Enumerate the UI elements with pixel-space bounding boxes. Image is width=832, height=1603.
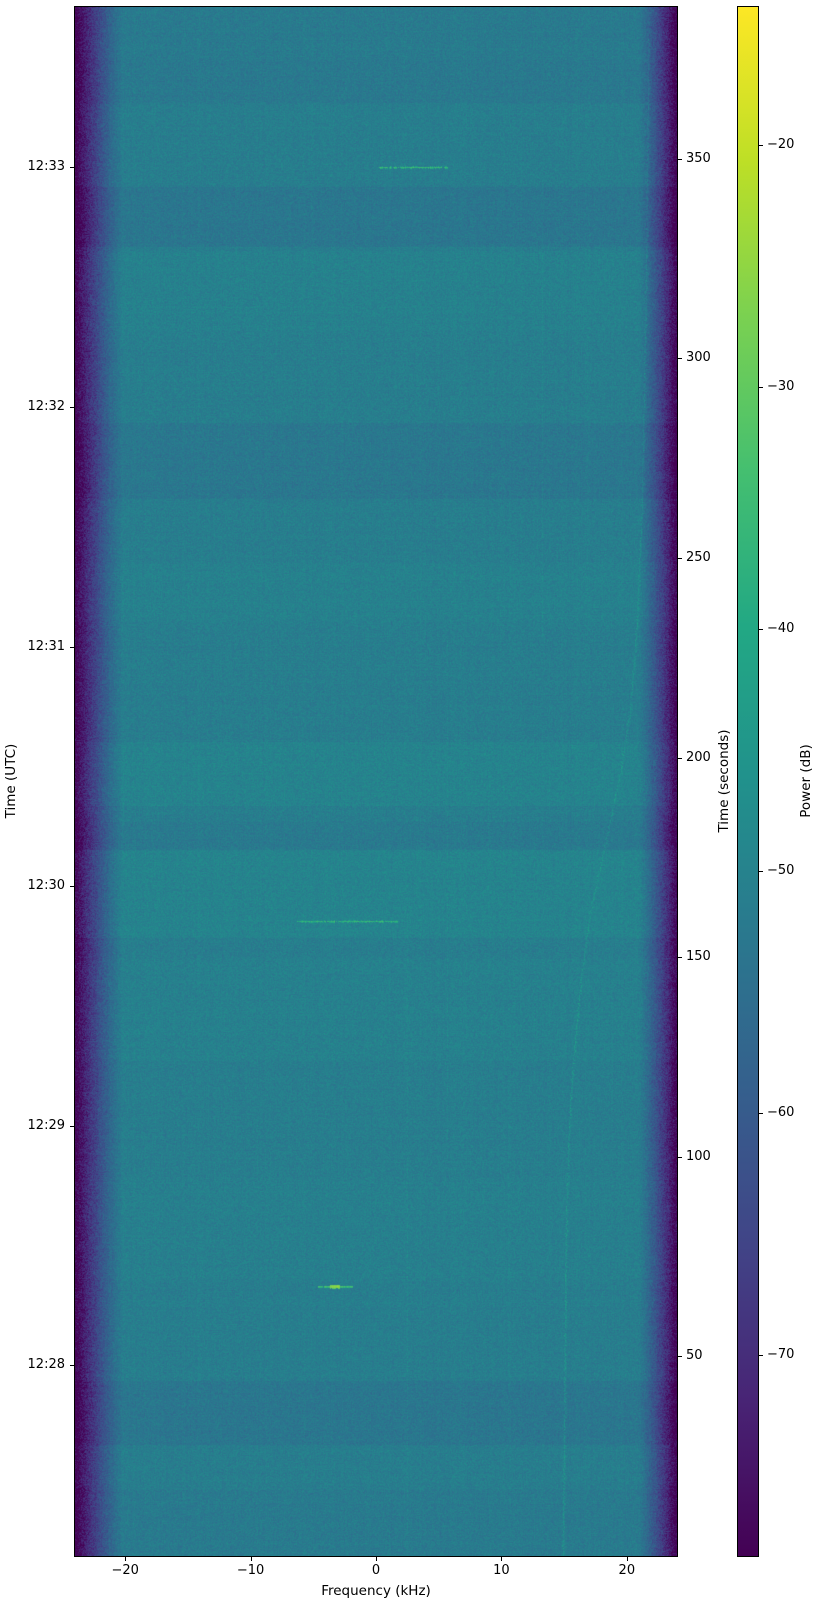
y-right-tick-mark bbox=[678, 1156, 682, 1158]
colorbar-label: Power (dB) bbox=[798, 744, 814, 818]
y-left-tick-label: 12:31 bbox=[27, 638, 65, 654]
colorbar-tick-mark bbox=[759, 144, 763, 146]
y-left-tick-mark bbox=[70, 407, 74, 409]
y-right-tick-mark bbox=[678, 1356, 682, 1358]
y-right-tick-label: 100 bbox=[686, 1148, 711, 1164]
y-right-tick-label: 200 bbox=[686, 749, 711, 765]
colorbar-gradient bbox=[738, 7, 758, 1556]
colorbar-tick-label: −40 bbox=[767, 621, 795, 637]
y-right-tick-label: 250 bbox=[686, 549, 711, 565]
x-tick-mark bbox=[626, 1557, 628, 1561]
y-right-tick-label: 350 bbox=[686, 150, 711, 166]
y-axis-label-right: Time (seconds) bbox=[716, 729, 732, 833]
spectrogram-canvas bbox=[75, 7, 677, 1556]
colorbar-tick-label: −60 bbox=[767, 1105, 795, 1121]
y-right-tick-mark bbox=[678, 957, 682, 959]
x-axis-label: Frequency (kHz) bbox=[321, 1583, 431, 1599]
colorbar-tick-label: −20 bbox=[767, 136, 795, 152]
y-axis-label-left: Time (UTC) bbox=[3, 743, 19, 819]
x-tick-mark bbox=[501, 1557, 503, 1561]
y-left-tick-label: 12:28 bbox=[27, 1357, 65, 1373]
y-right-tick-mark bbox=[678, 757, 682, 759]
y-right-tick-label: 150 bbox=[686, 949, 711, 965]
y-right-tick-mark bbox=[678, 158, 682, 160]
x-tick-mark bbox=[125, 1557, 127, 1561]
colorbar-tick-mark bbox=[759, 871, 763, 873]
colorbar-tick-mark bbox=[759, 629, 763, 631]
y-left-tick-mark bbox=[70, 167, 74, 169]
y-right-tick-label: 300 bbox=[686, 350, 711, 366]
colorbar-tick-label: −50 bbox=[767, 863, 795, 879]
y-right-tick-mark bbox=[678, 557, 682, 559]
colorbar bbox=[737, 6, 759, 1557]
y-right-tick-mark bbox=[678, 358, 682, 360]
colorbar-tick-mark bbox=[759, 1355, 763, 1357]
x-tick-mark bbox=[250, 1557, 252, 1561]
x-tick-mark bbox=[376, 1557, 377, 1561]
x-tick-label: 20 bbox=[618, 1563, 636, 1578]
y-left-tick-label: 12:30 bbox=[27, 878, 65, 894]
colorbar-tick-label: −70 bbox=[767, 1347, 795, 1363]
x-tick-label: 0 bbox=[371, 1563, 381, 1578]
colorbar-tick-label: −30 bbox=[767, 378, 795, 394]
y-left-tick-mark bbox=[70, 886, 74, 888]
y-left-tick-label: 12:33 bbox=[27, 159, 65, 175]
y-left-tick-mark bbox=[70, 646, 74, 648]
y-left-tick-label: 12:29 bbox=[27, 1117, 65, 1133]
y-right-tick-label: 50 bbox=[686, 1348, 703, 1364]
x-tick-label: −20 bbox=[111, 1563, 139, 1578]
y-left-tick-label: 12:32 bbox=[27, 399, 65, 415]
x-tick-label: −10 bbox=[236, 1563, 265, 1578]
spectrogram-axes bbox=[74, 6, 678, 1557]
colorbar-tick-mark bbox=[759, 386, 763, 388]
x-tick-label: 10 bbox=[493, 1563, 510, 1578]
y-left-tick-mark bbox=[70, 1365, 74, 1367]
colorbar-tick-mark bbox=[759, 1113, 763, 1115]
y-left-tick-mark bbox=[70, 1125, 74, 1127]
